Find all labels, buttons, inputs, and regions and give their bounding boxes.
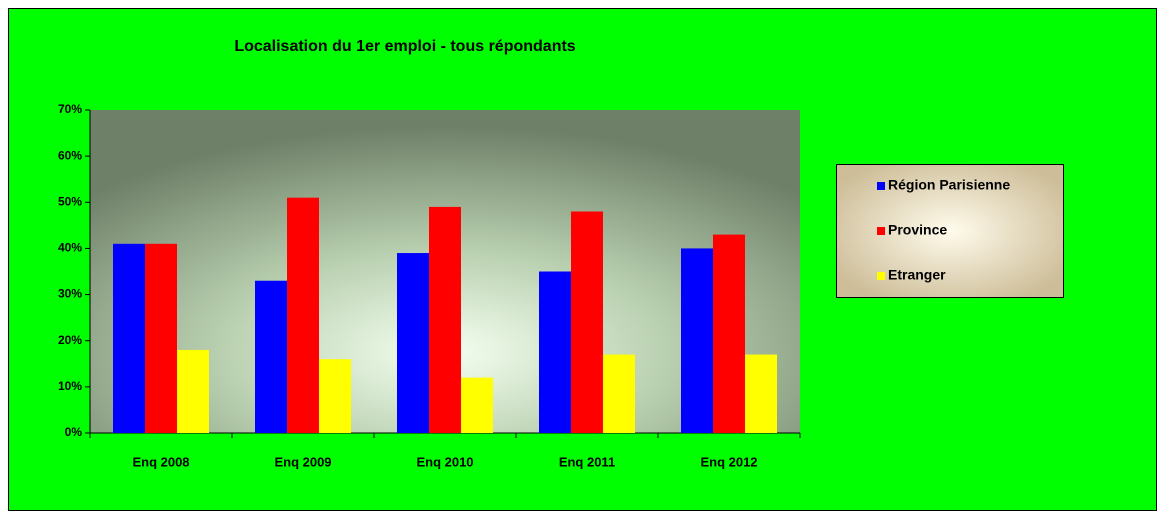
bar: [603, 354, 635, 433]
y-tick-label: 10%: [58, 379, 82, 393]
y-tick-label: 70%: [58, 102, 82, 116]
bar: [713, 234, 745, 433]
legend: [836, 164, 1064, 298]
x-tick-label: Enq 2011: [559, 454, 615, 469]
legend-label: Province: [888, 222, 947, 238]
legend-swatch: [877, 272, 885, 280]
bar: [145, 243, 177, 433]
bar: [287, 197, 319, 433]
bar: [177, 349, 209, 433]
legend-swatch: [877, 227, 885, 235]
y-tick-label: 60%: [58, 148, 82, 162]
bar: [461, 377, 493, 433]
bar: [113, 243, 145, 433]
bar: [429, 206, 461, 433]
x-tick-label: Enq 2010: [416, 454, 473, 469]
y-tick-label: 0%: [65, 425, 83, 439]
x-tick-label: Enq 2012: [700, 454, 757, 469]
legend-label: Etranger: [888, 267, 946, 283]
bar: [681, 248, 713, 433]
y-tick-label: 20%: [58, 333, 82, 347]
legend-swatch: [877, 182, 885, 190]
y-tick-label: 50%: [58, 194, 82, 208]
x-tick-label: Enq 2009: [274, 454, 331, 469]
x-tick-label: Enq 2008: [132, 454, 189, 469]
bar: [571, 211, 603, 433]
bar: [319, 359, 351, 433]
bar: [397, 253, 429, 433]
chart-title: Localisation du 1er emploi - tous répond…: [234, 38, 575, 55]
y-tick-label: 30%: [58, 287, 82, 301]
bar: [255, 280, 287, 433]
y-tick-label: 40%: [58, 241, 82, 255]
legend-label: Région Parisienne: [888, 177, 1010, 193]
bar: [745, 354, 777, 433]
bar: [539, 271, 571, 433]
